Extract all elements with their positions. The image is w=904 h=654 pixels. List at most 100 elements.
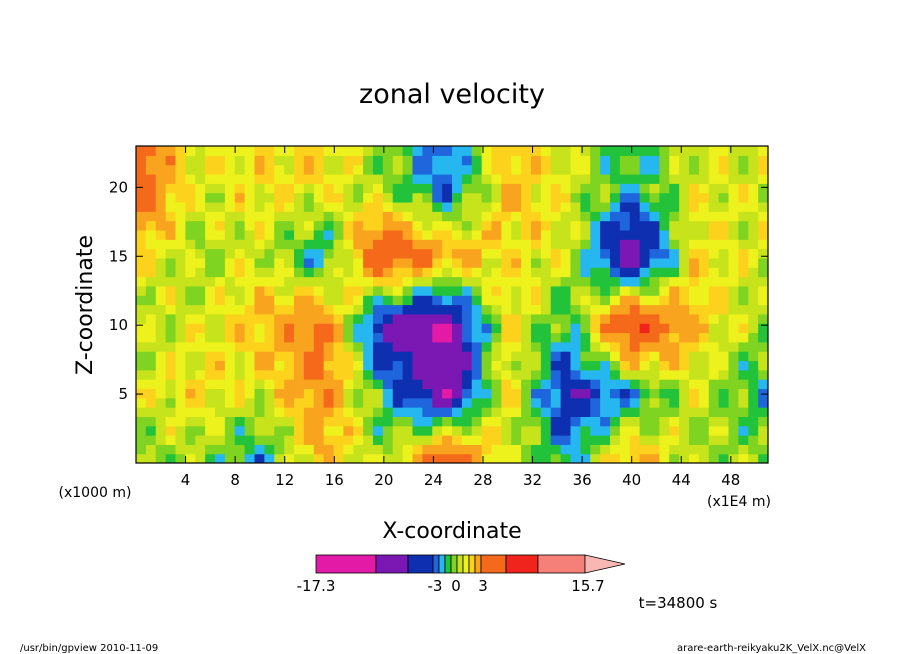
field-cell [540, 276, 552, 287]
field-cell [284, 453, 295, 463]
field-cell [491, 173, 502, 184]
field-cell [303, 201, 315, 212]
field-cell [452, 239, 463, 250]
field-cell [422, 192, 433, 203]
field-cell [669, 313, 680, 324]
field-cell [244, 388, 256, 399]
field-cell [481, 388, 493, 399]
field-cell [165, 453, 177, 463]
field-cell [155, 444, 167, 455]
field-cell [284, 435, 295, 445]
field-cell [511, 257, 522, 268]
field-cell [205, 407, 216, 417]
field-cell [639, 313, 651, 324]
field-cell [748, 351, 759, 362]
field-cell [432, 360, 443, 371]
field-cell [718, 416, 730, 427]
field-cell [303, 267, 315, 278]
field-cell [718, 379, 730, 390]
field-cell [323, 295, 335, 306]
field-cell [165, 379, 177, 390]
field-cell [471, 220, 483, 231]
field-cell [432, 183, 443, 194]
field-cell [550, 369, 562, 380]
field-cell [748, 416, 759, 427]
field-cell [333, 379, 344, 390]
field-cell [264, 155, 275, 166]
field-cell [323, 351, 335, 362]
field-cell [521, 201, 532, 212]
field-cell [600, 146, 611, 156]
field-cell [185, 453, 196, 463]
field-cell [422, 425, 433, 436]
field-cell [521, 220, 532, 231]
field-cell [461, 313, 473, 324]
field-cell [343, 313, 354, 324]
field-cell [748, 379, 759, 390]
field-cell [540, 369, 552, 380]
field-cell [422, 332, 433, 343]
field-cell [540, 425, 552, 436]
field-cell [412, 211, 423, 222]
field-cell [758, 407, 768, 417]
field-cell [570, 323, 581, 334]
field-cell [639, 146, 651, 156]
field-cell [294, 332, 305, 343]
field-cell [353, 173, 364, 184]
field-cell [580, 425, 591, 436]
field-cell [452, 453, 463, 463]
field-cell [698, 192, 710, 203]
field-cell [461, 407, 473, 417]
field-cell [155, 183, 167, 194]
field-cell [481, 313, 493, 324]
field-cell [718, 267, 730, 278]
field-cell [619, 248, 631, 259]
field-cell [303, 183, 315, 194]
field-cell [323, 407, 335, 417]
field-cell [264, 220, 275, 231]
field-cell [205, 341, 216, 352]
field-cell [205, 435, 216, 445]
field-cell [649, 313, 660, 324]
field-cell [373, 304, 384, 315]
field-cell [313, 183, 325, 194]
field-cell [175, 332, 186, 343]
field-cell [373, 425, 384, 436]
field-cell [136, 444, 147, 455]
field-cell [659, 220, 670, 231]
field-cell [629, 360, 641, 371]
field-cell [412, 313, 423, 324]
field-cell [738, 285, 749, 296]
field-cell [590, 155, 601, 166]
field-cell [442, 425, 453, 436]
field-cell [718, 248, 730, 259]
field-cell [343, 267, 354, 278]
field-cell [708, 164, 720, 175]
field-cell [155, 257, 167, 268]
field-cell [402, 239, 414, 250]
field-cell [323, 146, 335, 156]
colorbar [315, 554, 626, 574]
field-cell [501, 295, 512, 306]
field-cell [165, 351, 177, 362]
field-cell [392, 164, 404, 175]
field-cell [748, 425, 759, 436]
field-cell [629, 146, 641, 156]
field-cell [718, 276, 730, 287]
field-cell [619, 192, 631, 203]
field-cell [264, 435, 275, 445]
field-cell [560, 332, 572, 343]
field-cell [165, 155, 177, 166]
field-cell [629, 369, 641, 380]
field-cell [600, 351, 611, 362]
field-cell [363, 416, 374, 427]
field-cell [412, 257, 423, 268]
field-cell [274, 211, 285, 222]
field-cell [521, 276, 532, 287]
field-cell [185, 146, 196, 156]
field-cell [195, 425, 206, 436]
field-cell [550, 164, 562, 175]
field-cell [580, 407, 591, 417]
field-cell [669, 192, 680, 203]
field-cell [215, 192, 226, 203]
